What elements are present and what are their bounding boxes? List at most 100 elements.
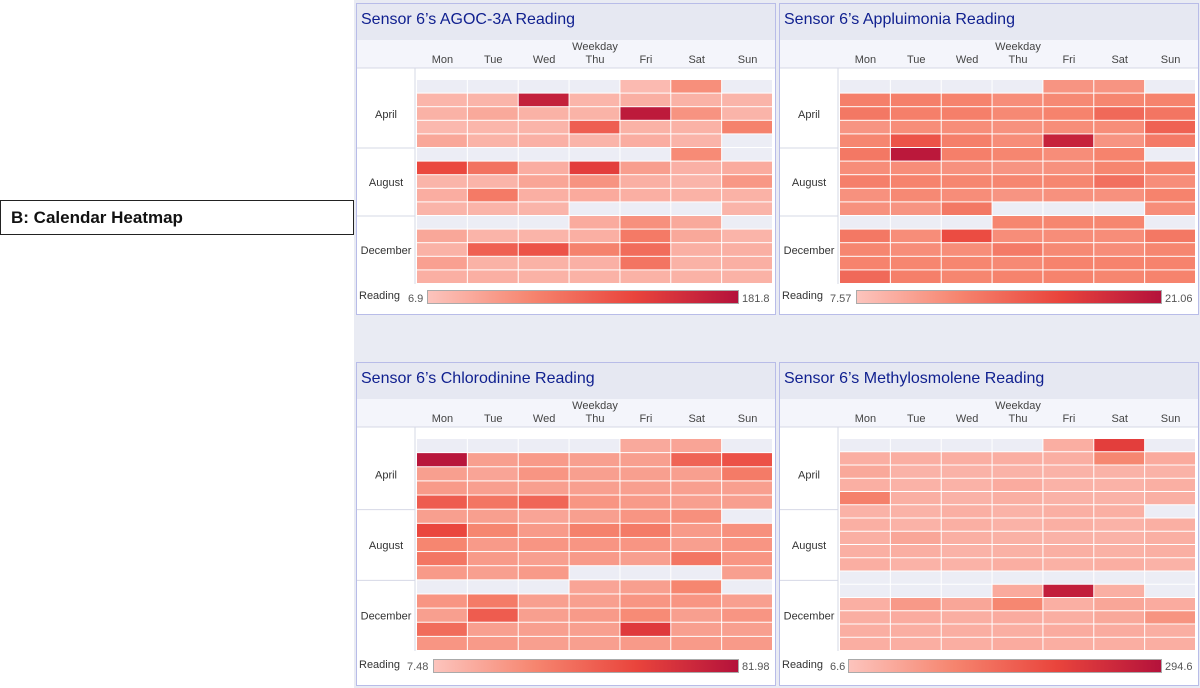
heatmap-cell xyxy=(890,531,941,544)
heatmap-cell-empty xyxy=(840,584,890,597)
heatmap-cell xyxy=(467,552,518,566)
heatmap-cell xyxy=(722,608,772,622)
heatmap-cell xyxy=(518,481,569,495)
heatmap-cell xyxy=(992,120,1043,134)
heatmap-cell xyxy=(1043,148,1094,161)
heatmap-cell xyxy=(992,270,1043,283)
heatmap-cell xyxy=(1145,545,1195,558)
heatmap-cell-empty xyxy=(722,216,772,229)
heatmap-cell xyxy=(722,256,772,270)
heatmap-cell xyxy=(1094,93,1145,107)
heatmap-cell xyxy=(890,492,941,505)
heatmap-cell xyxy=(518,523,569,537)
heatmap-cell xyxy=(1145,270,1195,283)
heatmap-cell-empty xyxy=(417,80,467,93)
heatmap-cell xyxy=(569,256,620,270)
heatmap-cell xyxy=(569,175,620,188)
heatmap-cell xyxy=(467,537,518,552)
heatmap-cell xyxy=(518,175,569,188)
heatmap-cell xyxy=(1145,188,1195,202)
heatmap-cell xyxy=(722,622,772,636)
heatmap-cell xyxy=(1094,270,1145,283)
heatmap-cell xyxy=(1094,161,1145,175)
heatmap-cell xyxy=(941,270,992,283)
month-label: April xyxy=(375,109,397,121)
x-axis-title: Weekday xyxy=(995,41,1041,53)
heatmap-cell xyxy=(840,120,890,134)
heatmap-cell xyxy=(671,467,722,481)
heatmap-cell xyxy=(467,175,518,188)
heatmap-cell xyxy=(1043,492,1094,505)
heatmap-cell-empty xyxy=(467,439,518,453)
heatmap-cell-empty xyxy=(518,148,569,161)
heatmap-cell xyxy=(417,608,467,622)
heatmap-cell xyxy=(671,120,722,134)
x-tick-label: Sun xyxy=(1161,413,1181,425)
heatmap-cell xyxy=(417,188,467,202)
heatmap-cell-empty xyxy=(890,80,941,93)
heatmap-cell xyxy=(620,453,671,467)
heatmap-cell xyxy=(518,453,569,467)
heatmap-cell xyxy=(467,636,518,650)
heatmap-cell xyxy=(569,594,620,608)
heatmap-cell xyxy=(467,594,518,608)
heatmap-cell xyxy=(1094,531,1145,544)
heatmap-cell xyxy=(671,481,722,495)
legend-min-value: 6.9 xyxy=(408,293,424,305)
heatmap-cell xyxy=(1145,492,1195,505)
heatmap-cell xyxy=(890,120,941,134)
heatmap-cell xyxy=(1043,229,1094,243)
heatmap-cell xyxy=(1145,93,1195,107)
heatmap-cell xyxy=(1145,134,1195,147)
heatmap-cell xyxy=(722,270,772,283)
heatmap-cell xyxy=(992,465,1043,478)
heatmap-cell xyxy=(467,453,518,467)
heatmap-cell xyxy=(941,637,992,650)
heatmap-cell xyxy=(840,531,890,544)
heatmap-cell xyxy=(1043,439,1094,452)
heatmap-cell xyxy=(722,495,772,509)
heatmap-cell xyxy=(620,243,671,256)
heatmap-cell-empty xyxy=(671,566,722,580)
heatmap-cell-empty xyxy=(620,148,671,161)
heatmap-chart: Weekday Mon Tue Wed Thu Fri Sat Sun April August D… xyxy=(780,399,1198,651)
heatmap-cell xyxy=(840,256,890,270)
heatmap-cell xyxy=(840,598,890,611)
heatmap-cell xyxy=(722,188,772,202)
heatmap-cell xyxy=(569,467,620,481)
heatmap-cell xyxy=(620,256,671,270)
heatmap-cell xyxy=(840,624,890,637)
heatmap-cell xyxy=(569,161,620,175)
heatmap-cell xyxy=(890,637,941,650)
heatmap-cell xyxy=(518,161,569,175)
heatmap-cell xyxy=(417,161,467,175)
panel-title: Sensor 6’s Chlorodinine Reading xyxy=(357,363,775,399)
heatmap-cell xyxy=(569,243,620,256)
heatmap-cell xyxy=(992,505,1043,518)
heatmap-cell xyxy=(1043,120,1094,134)
heatmap-cell xyxy=(722,523,772,537)
heatmap-cell xyxy=(467,188,518,202)
heatmap-cell-empty xyxy=(1094,571,1145,584)
heatmap-cell xyxy=(1094,598,1145,611)
heatmap-cell xyxy=(1094,637,1145,650)
heatmap-cell xyxy=(890,452,941,465)
heatmap-cell xyxy=(890,505,941,518)
heatmap-cell-empty xyxy=(1145,80,1195,93)
heatmap-cell xyxy=(1043,637,1094,650)
month-label: December xyxy=(361,245,412,257)
legend-min-value: 7.48 xyxy=(407,661,429,673)
heatmap-cell-empty xyxy=(1145,584,1195,597)
legend-min-value: 6.6 xyxy=(830,661,846,673)
heatmap-cell-empty xyxy=(569,439,620,453)
heatmap-cell xyxy=(941,518,992,531)
heatmap-cell xyxy=(671,523,722,537)
heatmap-cell xyxy=(671,453,722,467)
heatmap-cell xyxy=(992,93,1043,107)
legend-max-value: 21.06 xyxy=(1165,293,1193,305)
heatmap-cell xyxy=(1043,505,1094,518)
heatmap-cell xyxy=(417,594,467,608)
heatmap-cell xyxy=(1145,202,1195,215)
heatmap-cell xyxy=(1094,584,1145,597)
heatmap-cell xyxy=(518,256,569,270)
